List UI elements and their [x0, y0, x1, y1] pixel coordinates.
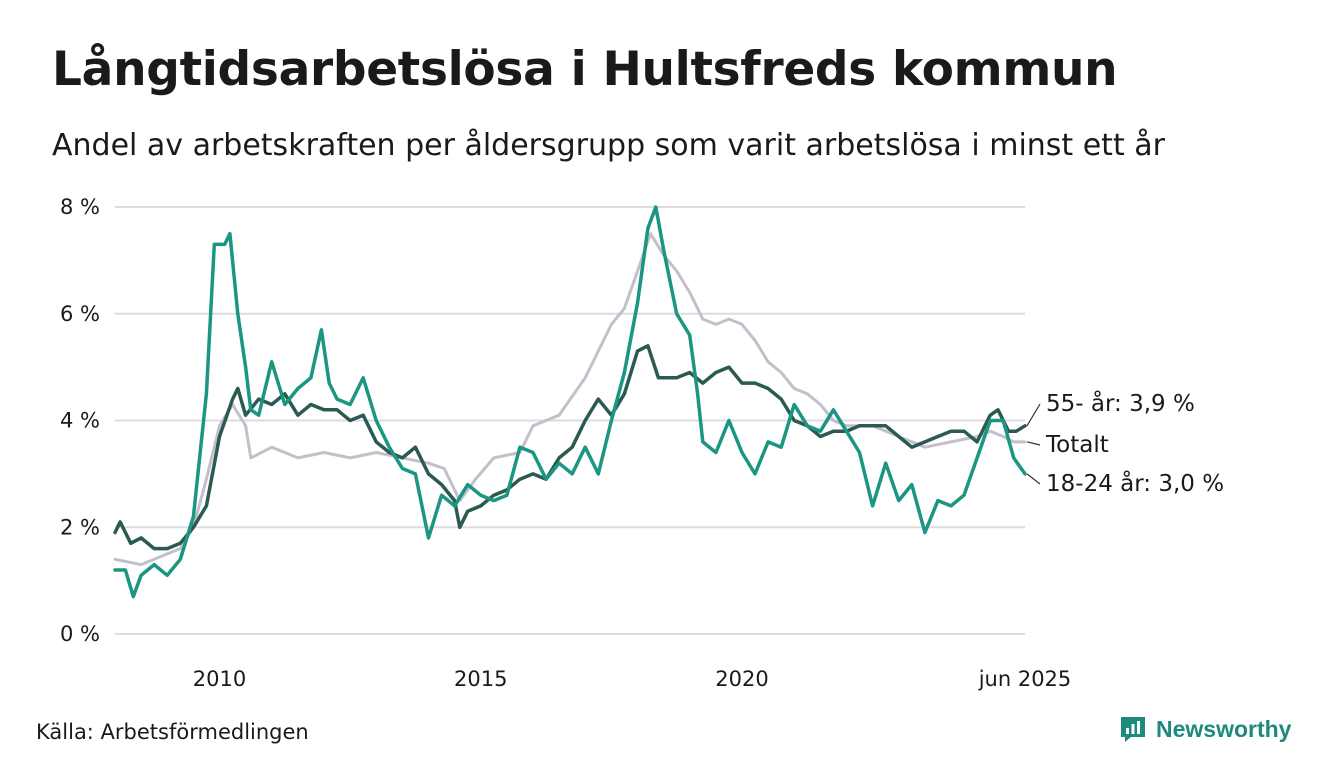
grid-layer — [115, 206, 1025, 635]
x-tick-label: jun 2025 — [978, 667, 1072, 691]
end-label-connector — [1026, 403, 1041, 427]
brand-logo[interactable]: Newsworthy — [1118, 714, 1291, 744]
end-label-connector — [1026, 441, 1041, 446]
series-line-age55 — [113, 344, 1027, 551]
page-title: Långtidsarbetslösa i Hultsfreds kommun — [52, 42, 1118, 97]
y-tick-label: 8 % — [60, 195, 100, 219]
end-label-age55: 55- år: 3,9 % — [1046, 389, 1195, 417]
newsworthy-icon — [1121, 717, 1145, 742]
series-layer — [113, 205, 1027, 599]
page-subtitle: Andel av arbetskraften per åldersgrupp s… — [52, 128, 1165, 163]
x-tick-label: 2010 — [193, 667, 246, 691]
label-layer: 0 % 2 % 4 % 6 % 8 % 2010 2015 2020 jun 2025 55- å… — [60, 195, 1224, 691]
y-tick-label: 2 % — [60, 515, 100, 539]
brand-name: Newsworthy — [1156, 715, 1292, 742]
x-tick-label: 2015 — [454, 667, 507, 691]
y-tick-label: 4 % — [60, 409, 100, 433]
y-tick-label: 0 % — [60, 622, 100, 646]
series-line-totalt — [113, 232, 1027, 567]
end-label-totalt: Totalt — [1045, 432, 1109, 458]
y-tick-label: 6 % — [60, 302, 100, 326]
source-note: Källa: Arbetsförmedlingen — [36, 720, 309, 744]
x-tick-label: 2020 — [715, 667, 768, 691]
series-line-age1824 — [113, 205, 1027, 599]
end-label-age1824: 18-24 år: 3,0 % — [1046, 469, 1224, 497]
end-label-connector — [1026, 473, 1041, 485]
